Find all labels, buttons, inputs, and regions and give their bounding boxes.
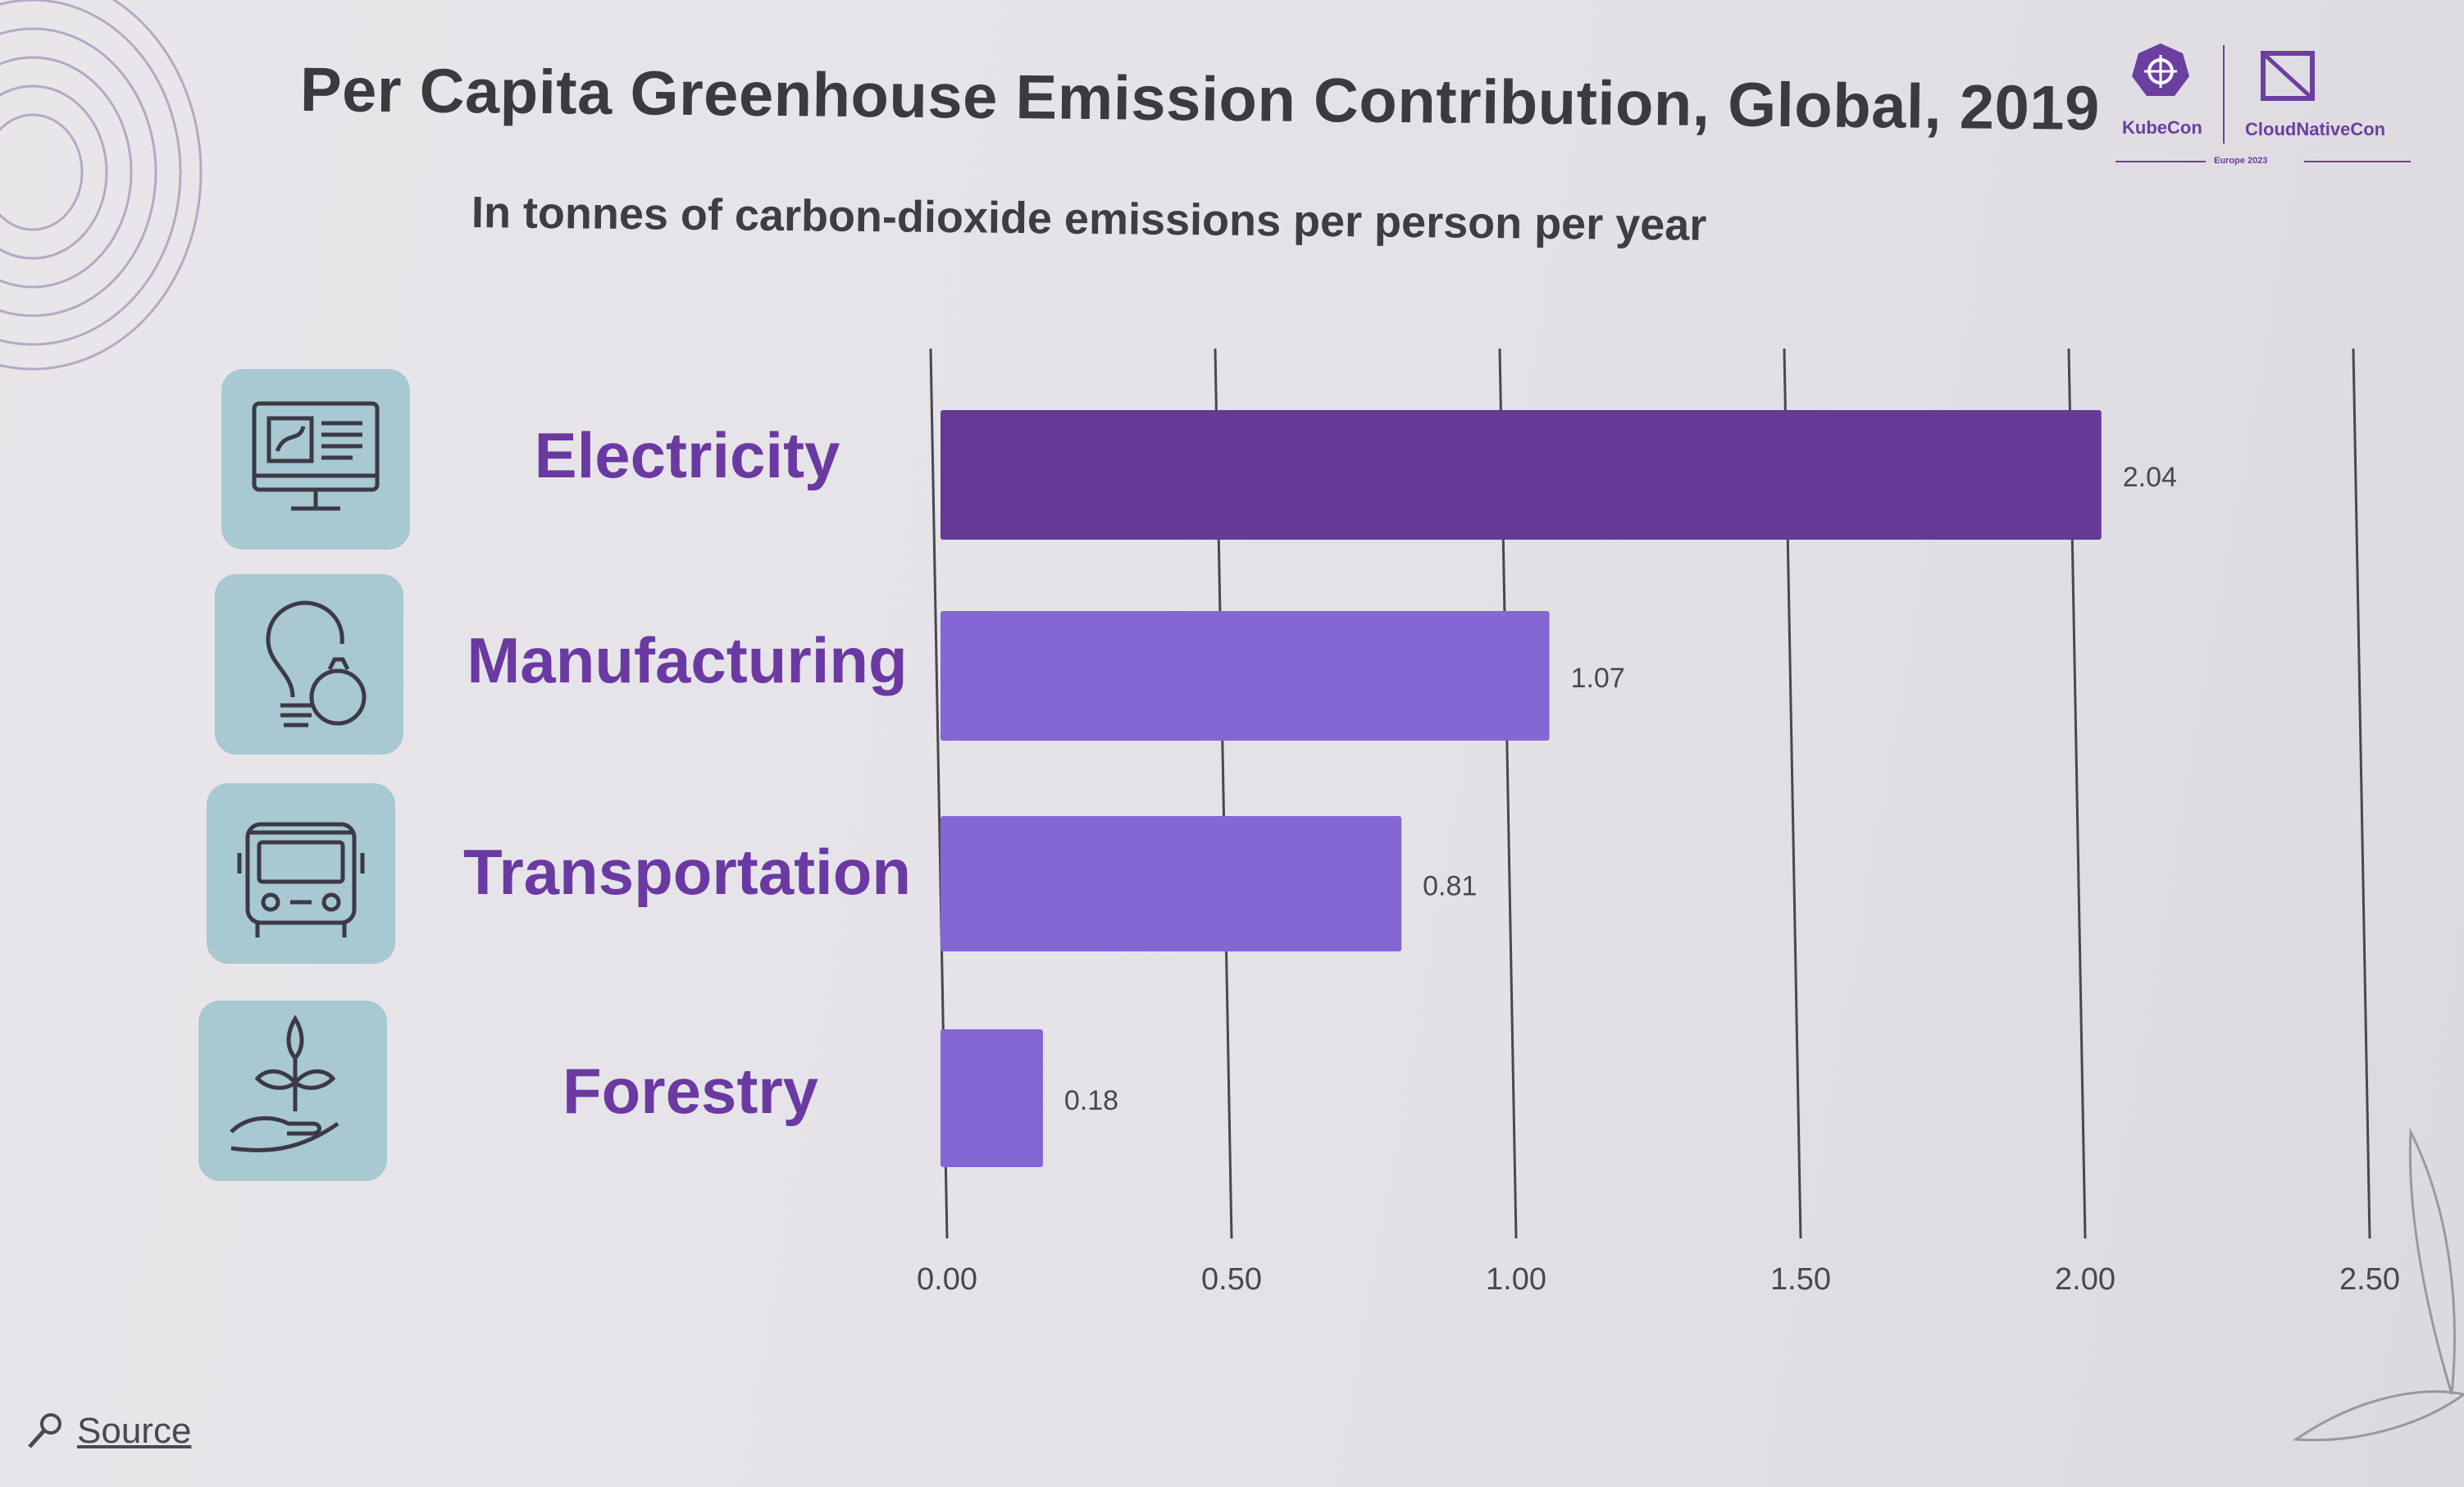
category-label-transportation: Transportation bbox=[462, 836, 912, 908]
manufacturing-icon-tile bbox=[215, 574, 403, 755]
bus-icon bbox=[237, 822, 365, 937]
category-label-electricity: Electricity bbox=[534, 419, 840, 491]
bar-electricity bbox=[941, 410, 2102, 540]
data-label-forestry: 0.18 bbox=[1064, 1085, 1118, 1116]
x-tick-label: 1.50 bbox=[1770, 1262, 1831, 1297]
x-tick-label: 1.00 bbox=[1486, 1262, 1546, 1297]
grid-line bbox=[2352, 348, 2371, 1239]
bar-forestry bbox=[941, 1029, 1043, 1167]
category-label-forestry: Forestry bbox=[562, 1055, 819, 1127]
bar-manufacturing bbox=[941, 611, 1550, 741]
x-tick-label: 0.00 bbox=[917, 1262, 977, 1297]
kubecon-label: KubeCon bbox=[2122, 117, 2202, 138]
data-label-manufacturing: 1.07 bbox=[1571, 663, 1625, 694]
bars bbox=[941, 410, 2102, 1167]
data-label-electricity: 2.04 bbox=[2123, 462, 2177, 493]
leaf-decoration bbox=[2292, 1127, 2464, 1442]
source-link-wrapper[interactable]: Source bbox=[25, 1411, 191, 1452]
event-edition-label: Europe 2023 bbox=[2214, 156, 2268, 166]
x-tick-label: 0.50 bbox=[1201, 1262, 1262, 1297]
data-label-transportation: 0.81 bbox=[1423, 871, 1477, 902]
x-tick-label: 2.00 bbox=[2055, 1262, 2116, 1297]
category-label-manufacturing: Manufacturing bbox=[467, 624, 908, 696]
x-axis-ticks: 0.00 0.50 1.00 1.50 2.00 2.50 bbox=[917, 1262, 2400, 1297]
event-logo: KubeCon CloudNativeCon Europe 2023 bbox=[2116, 37, 2419, 185]
kubecon-logo-icon bbox=[2116, 43, 2411, 162]
source-link[interactable]: Source bbox=[77, 1411, 192, 1451]
forestry-icon-tile bbox=[198, 1001, 387, 1181]
bar-transportation bbox=[941, 816, 1402, 951]
cloudnativecon-label: CloudNativeCon bbox=[2245, 119, 2386, 139]
transportation-icon-tile bbox=[207, 783, 395, 964]
computer-monitor-icon bbox=[252, 401, 380, 511]
magnifier-icon bbox=[28, 1413, 61, 1448]
lightbulb-coins-icon bbox=[266, 600, 367, 728]
electricity-icon-tile bbox=[221, 369, 410, 550]
plant-in-hand-icon bbox=[230, 1015, 339, 1152]
data-labels: 2.04 1.07 0.81 0.18 bbox=[1064, 462, 2177, 1116]
x-tick-label: 2.50 bbox=[2339, 1262, 2400, 1297]
tree-rings-decoration bbox=[0, 0, 203, 371]
